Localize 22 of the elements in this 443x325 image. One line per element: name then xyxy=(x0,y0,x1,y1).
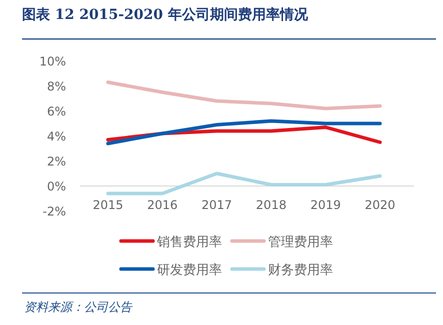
x-tick-label: 2018 xyxy=(256,198,286,212)
line-series xyxy=(106,80,382,110)
chart-title: 图表 12 2015-2020 年公司期间费用率情况 xyxy=(22,6,309,23)
legend-label: 研发费用率 xyxy=(157,262,222,278)
text: 资料来源：公司公告 xyxy=(24,300,133,314)
x-tick-label: 2016 xyxy=(147,198,178,212)
y-tick-label: 8% xyxy=(46,80,66,94)
x-tick-label: 2015 xyxy=(92,198,124,212)
y-tick-label: -2% xyxy=(42,204,66,218)
legend-label: 财务费用率 xyxy=(268,262,333,278)
legend-label: 销售费用率 xyxy=(156,234,222,250)
y-tick-label: 10% xyxy=(39,54,66,68)
line-series xyxy=(106,172,382,196)
x-tick-label: 2020 xyxy=(364,198,396,212)
y-tick-label: 2% xyxy=(46,154,66,168)
x-tick-label: 2017 xyxy=(202,198,232,212)
y-tick-label: 4% xyxy=(46,130,66,144)
legend-label: 管理费用率 xyxy=(268,234,333,250)
y-tick-label: 6% xyxy=(46,104,66,118)
x-tick-label: 2019 xyxy=(310,198,341,212)
line-series xyxy=(106,119,382,146)
y-tick-label: 0% xyxy=(46,180,66,194)
